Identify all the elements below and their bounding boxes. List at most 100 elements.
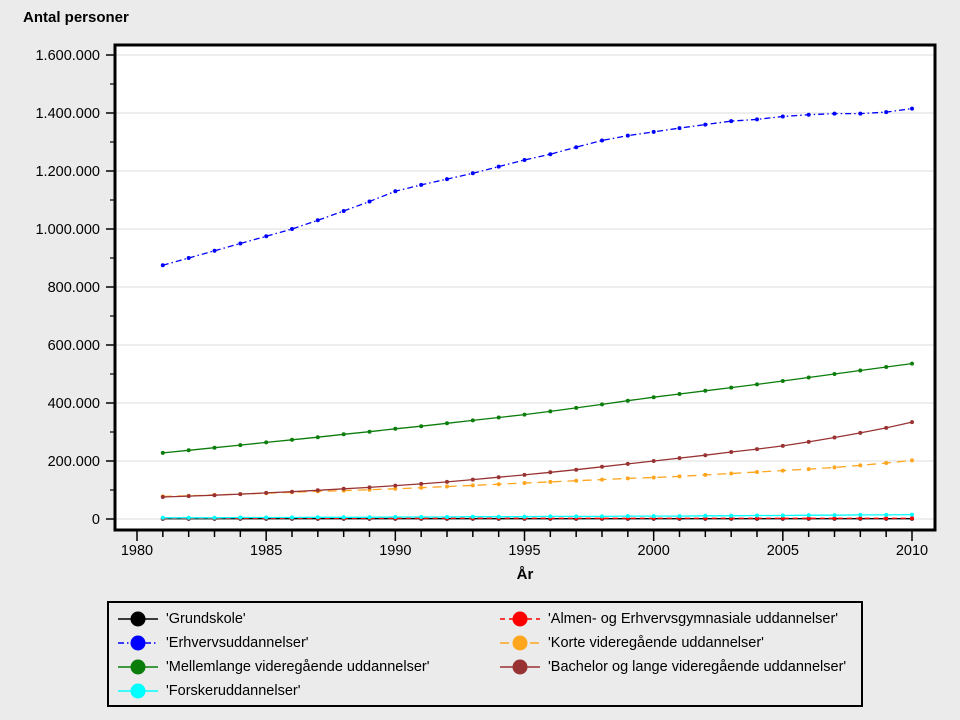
data-point — [677, 474, 682, 479]
data-point — [703, 453, 708, 458]
legend-item: 'Korte videregående uddannelser' — [499, 631, 861, 655]
data-point — [884, 512, 889, 517]
data-point — [729, 385, 734, 390]
legend-item-label: 'Almen- og Erhvervsgymnasiale uddannelse… — [548, 611, 839, 627]
data-point — [548, 514, 553, 519]
data-point — [238, 241, 243, 246]
legend-item: 'Mellemlange videregående uddannelser' — [117, 655, 499, 679]
data-point — [600, 477, 604, 482]
data-point — [806, 375, 811, 380]
legend-column-left: 'Grundskole' 'Erhvervsuddannelser' 'Mellem… — [117, 607, 499, 705]
data-point — [574, 514, 579, 519]
data-point — [910, 106, 914, 111]
data-point — [186, 256, 191, 260]
data-point — [160, 450, 165, 455]
data-point — [445, 177, 449, 182]
y-tick-label: 1.600.000 — [35, 48, 100, 64]
data-point — [625, 133, 630, 138]
series-2 — [160, 106, 914, 268]
chart-title: Antal personer — [23, 9, 129, 26]
data-point — [651, 475, 656, 480]
x-tick-label: 2010 — [896, 543, 928, 559]
legend-item: 'Forskeruddannelser' — [117, 679, 499, 703]
data-point — [548, 409, 553, 414]
legend-marker-icon — [500, 659, 540, 675]
data-point — [470, 477, 475, 482]
data-point — [574, 145, 579, 150]
data-point — [367, 429, 372, 434]
x-axis-label: År — [516, 566, 534, 583]
x-axis: 1980 1985 1990 1995 2000 2005 2010 — [121, 530, 928, 559]
data-point — [470, 514, 475, 519]
series-3 — [160, 361, 914, 455]
data-point — [496, 482, 501, 487]
legend-item-label: 'Grundskole' — [166, 611, 246, 627]
data-point — [780, 379, 785, 383]
data-point — [755, 382, 759, 387]
data-point — [341, 432, 346, 437]
legend-box: 'Grundskole' 'Erhvervsuddannelser' 'Mellem… — [107, 601, 863, 707]
data-point — [677, 126, 682, 131]
data-point — [729, 119, 734, 124]
data-point — [780, 513, 785, 518]
data-point — [212, 248, 217, 253]
data-point — [832, 372, 837, 376]
data-point — [264, 515, 269, 520]
data-point — [910, 361, 914, 366]
data-point — [548, 479, 553, 484]
y-tick-label: 1.200.000 — [35, 164, 100, 180]
data-point — [858, 512, 863, 517]
data-point — [419, 515, 424, 519]
data-point — [910, 512, 914, 517]
data-point — [884, 461, 889, 465]
y-tick-label: 1.000.000 — [35, 222, 100, 238]
legend-marker-icon — [500, 611, 540, 627]
data-point — [600, 138, 604, 143]
data-point — [419, 481, 424, 486]
legend-marker-icon — [118, 635, 158, 651]
data-point — [625, 514, 630, 519]
data-point — [315, 435, 320, 440]
data-point — [910, 458, 914, 463]
data-point — [315, 218, 320, 223]
data-point — [703, 513, 708, 518]
data-point — [496, 475, 501, 480]
data-point — [755, 447, 759, 452]
data-point — [780, 443, 785, 448]
data-point — [574, 467, 579, 472]
legend-marker-icon — [118, 659, 158, 675]
data-point — [625, 398, 630, 403]
data-point — [910, 420, 914, 425]
data-point — [729, 450, 734, 454]
data-point — [755, 516, 759, 521]
data-point — [496, 514, 501, 519]
data-point — [341, 515, 346, 520]
data-point — [445, 515, 449, 519]
data-point — [160, 263, 165, 268]
data-point — [703, 472, 708, 477]
data-point — [522, 514, 527, 519]
data-point — [160, 515, 165, 520]
data-point — [496, 164, 501, 169]
legend-marker-icon — [118, 611, 158, 627]
data-point — [651, 459, 656, 463]
data-point — [341, 209, 346, 213]
data-point — [832, 516, 837, 521]
data-point — [419, 424, 424, 429]
data-point — [238, 515, 243, 520]
data-point — [419, 485, 424, 490]
data-point — [315, 488, 320, 493]
x-tick-label: 2005 — [767, 543, 799, 559]
data-point — [238, 443, 243, 448]
data-point — [186, 494, 191, 499]
data-point — [393, 483, 398, 488]
data-point — [910, 516, 914, 521]
data-point — [600, 402, 604, 407]
data-point — [806, 467, 811, 472]
data-point — [548, 152, 553, 157]
data-point — [651, 129, 656, 134]
data-point — [186, 448, 191, 453]
data-point — [470, 418, 475, 423]
data-point — [496, 415, 501, 420]
data-point — [393, 515, 398, 519]
